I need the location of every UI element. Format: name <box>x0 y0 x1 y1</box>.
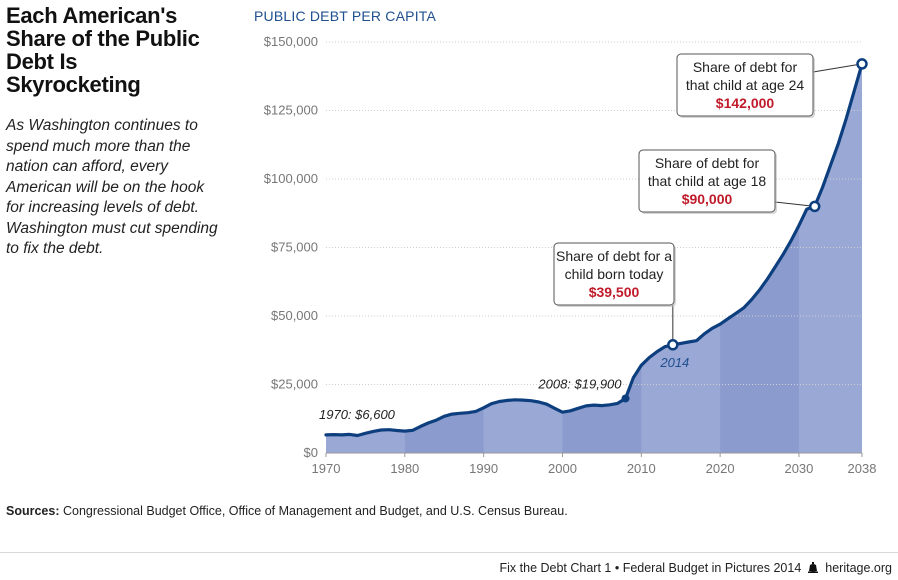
callout-leader <box>812 63 863 73</box>
callout-point <box>856 58 868 70</box>
y-tick-label: $0 <box>304 445 318 460</box>
y-tick-label: $100,000 <box>264 171 318 186</box>
x-tick-label: 2020 <box>706 461 735 476</box>
x-tick-label: 2038 <box>848 461 877 476</box>
callout-line1: Share of debt for <box>655 155 760 171</box>
sources-label: Sources: <box>6 504 60 518</box>
data-point-2008 <box>621 394 630 403</box>
y-tick-label: $75,000 <box>271 240 318 255</box>
liberty-bell-icon <box>808 562 819 573</box>
y-tick-label: $50,000 <box>271 308 318 323</box>
sources-note: Sources: Congressional Budget Office, Of… <box>6 504 568 518</box>
callout-line1: Share of debt for a <box>556 248 672 264</box>
callout-box <box>638 149 776 213</box>
debt-per-capita-chart: $0 $25,000 $50,000 $75,000 $100,000 $125,000 $… <box>264 34 877 476</box>
annotation-1970: 1970: $6,600 <box>319 407 396 422</box>
x-tick-label: 1970 <box>312 461 341 476</box>
x-tick-label: 2010 <box>627 461 656 476</box>
callout-value: $39,500 <box>589 284 640 300</box>
y-tick-label: $25,000 <box>271 377 318 392</box>
callout-point <box>667 339 679 351</box>
x-tick-label: 2030 <box>784 461 813 476</box>
callout-line2: that child at age 18 <box>648 173 767 189</box>
callout-value: $142,000 <box>716 95 775 111</box>
x-tick-label: 1990 <box>469 461 498 476</box>
footer: Fix the Debt Chart 1 • Federal Budget in… <box>500 561 892 575</box>
y-tick-label: $125,000 <box>264 103 318 118</box>
callout-line1: Share of debt for <box>693 59 798 75</box>
sources-text: Congressional Budget Office, Office of M… <box>59 504 568 518</box>
callout-line2: child born today <box>565 266 664 282</box>
headline: Each American's Share of the Public Debt… <box>6 3 200 97</box>
x-tick-label: 1980 <box>390 461 419 476</box>
x-tick-label: 2000 <box>548 461 577 476</box>
footer-brand: heritage.org <box>825 561 892 575</box>
callout-point <box>808 200 821 213</box>
series-line <box>324 62 864 438</box>
callout-leader <box>774 201 815 207</box>
divider <box>0 552 898 553</box>
annotation-2008: 2008: $19,900 <box>537 376 622 391</box>
callout-box <box>553 242 675 306</box>
intro-text: As Washington continues to spend much mo… <box>6 117 218 257</box>
annotation-2014: 2014 <box>659 355 689 370</box>
callout-value: $90,000 <box>682 191 733 207</box>
callout-box <box>676 53 814 117</box>
footer-text: Fix the Debt Chart 1 • Federal Budget in… <box>499 561 802 575</box>
chart-title: PUBLIC DEBT PER CAPITA <box>254 8 437 24</box>
callout-line2: that child at age 24 <box>686 77 805 93</box>
y-tick-label: $150,000 <box>264 34 318 49</box>
